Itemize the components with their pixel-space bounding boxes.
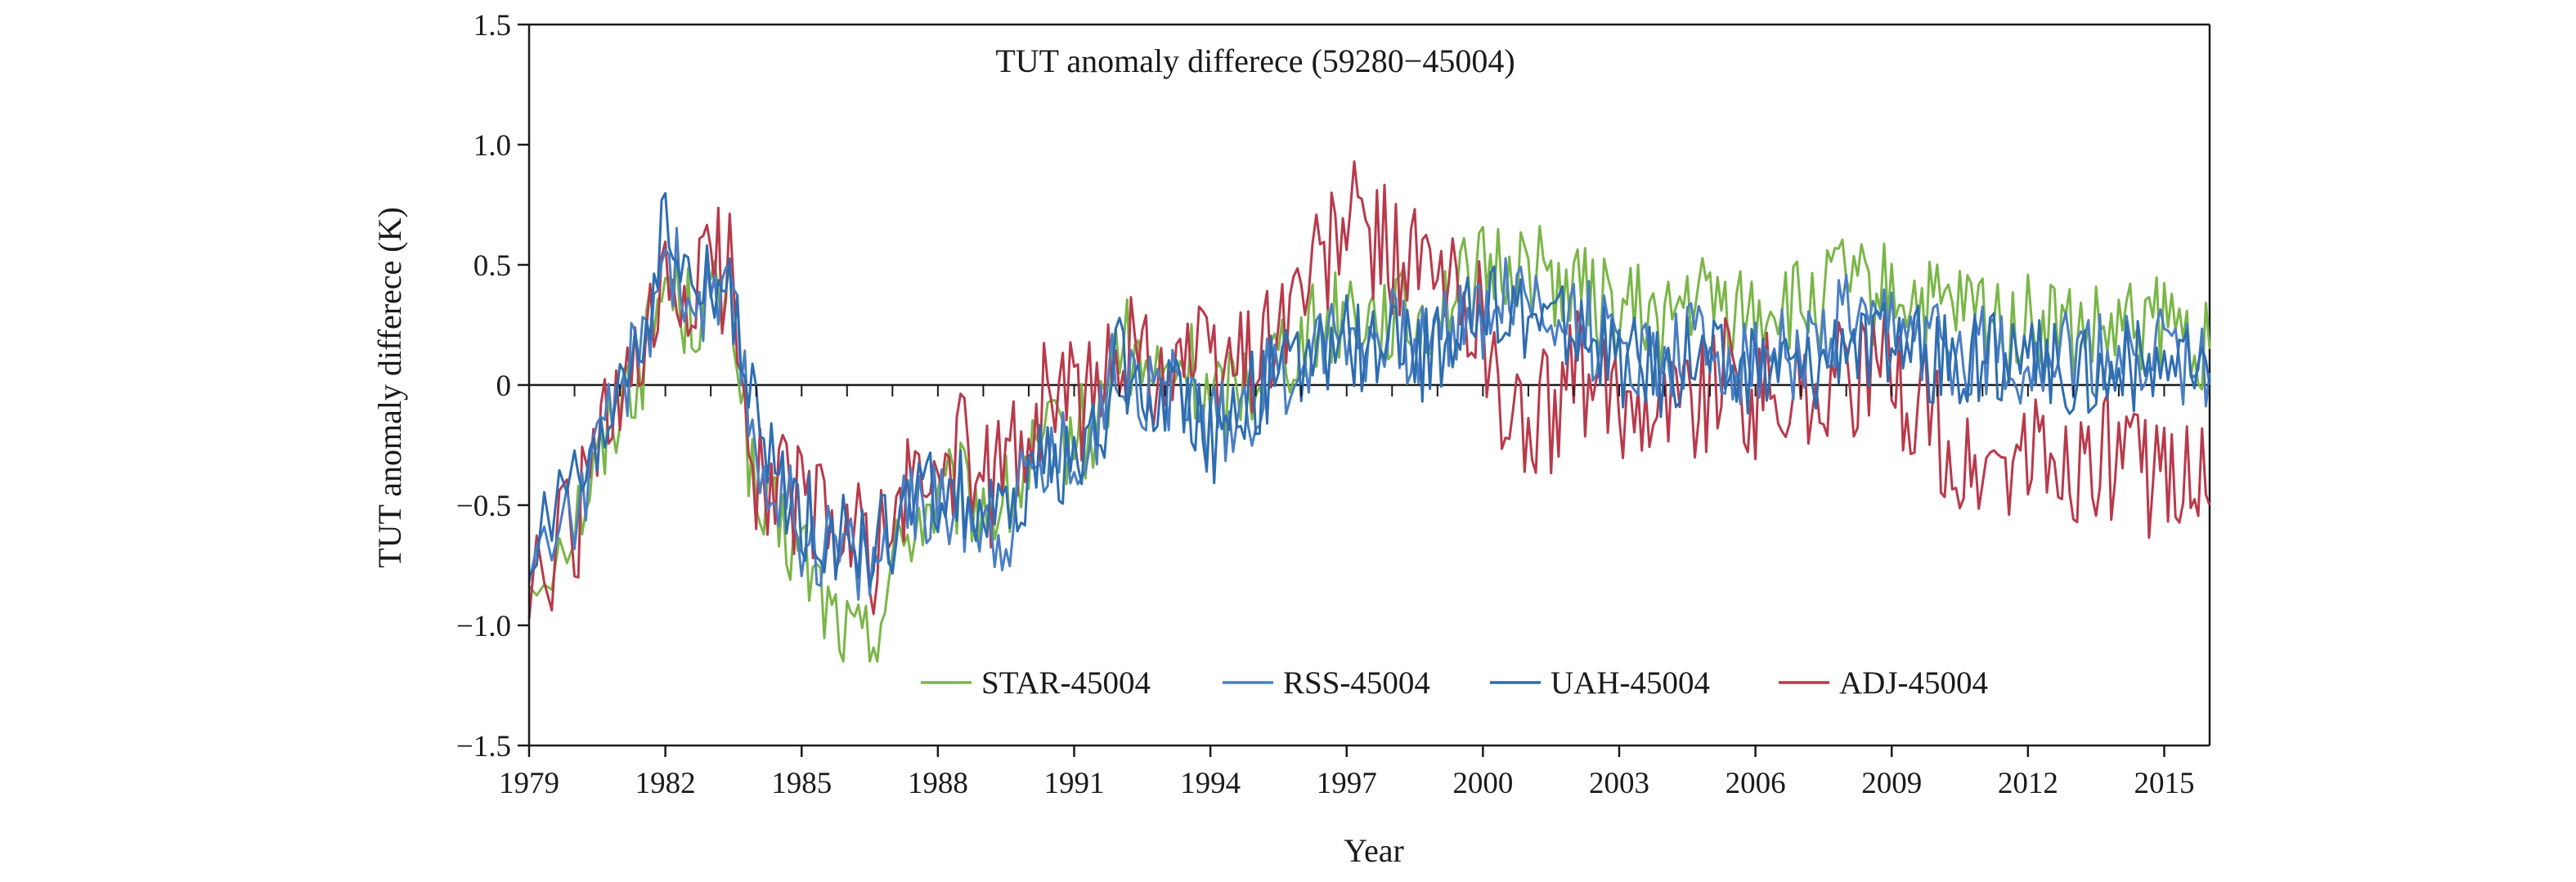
y-axis-title: TUT anomaly differece (K) <box>371 207 408 568</box>
ticks-layer: −1.5 −1.0 −0.5 0 0.5 1.0 1.5 1979 1982 1985 1988 19… <box>456 9 2210 800</box>
x-tick-label: 2003 <box>1589 767 1649 800</box>
x-tick-label: 1985 <box>771 767 832 800</box>
x-tick-label: 1979 <box>499 767 559 800</box>
y-tick-label: −1.0 <box>456 610 511 643</box>
x-tick-label: 1988 <box>908 767 968 800</box>
legend-label: RSS-45004 <box>1283 665 1430 701</box>
x-tick-label: 1991 <box>1043 767 1104 800</box>
x-tick-label: 1994 <box>1180 767 1241 800</box>
legend-label: STAR-45004 <box>981 665 1151 701</box>
x-tick-label: 2012 <box>1998 767 2058 800</box>
y-tick-label: 1.5 <box>473 9 511 43</box>
y-tick-label: 0 <box>496 369 512 403</box>
y-tick-label: 1.0 <box>473 129 511 163</box>
y-tick-label: −0.5 <box>456 490 511 523</box>
x-tick-label: 2015 <box>2134 767 2194 800</box>
series-line-uah-45004 <box>527 191 2211 587</box>
x-tick-label: 2000 <box>1452 767 1513 800</box>
y-tick-label: −1.5 <box>456 730 511 763</box>
series-layer <box>527 160 2211 663</box>
legend-label: ADJ-45004 <box>1839 665 1988 701</box>
x-tick-label: 1982 <box>635 767 696 800</box>
x-tick-label: 2006 <box>1726 767 1786 800</box>
x-axis-title: Year <box>1344 832 1404 869</box>
chart-title: TUT anomaly differece (59280−45004) <box>995 43 1515 79</box>
series-line-rss-45004 <box>527 226 2211 601</box>
legend: STAR-45004 RSS-45004 UAH-45004 ADJ-45004 <box>921 665 1988 701</box>
y-tick-label: 0.5 <box>473 249 511 283</box>
legend-label: UAH-45004 <box>1551 665 1710 701</box>
x-tick-label: 2009 <box>1861 767 1922 800</box>
x-tick-label: 1997 <box>1317 767 1377 800</box>
